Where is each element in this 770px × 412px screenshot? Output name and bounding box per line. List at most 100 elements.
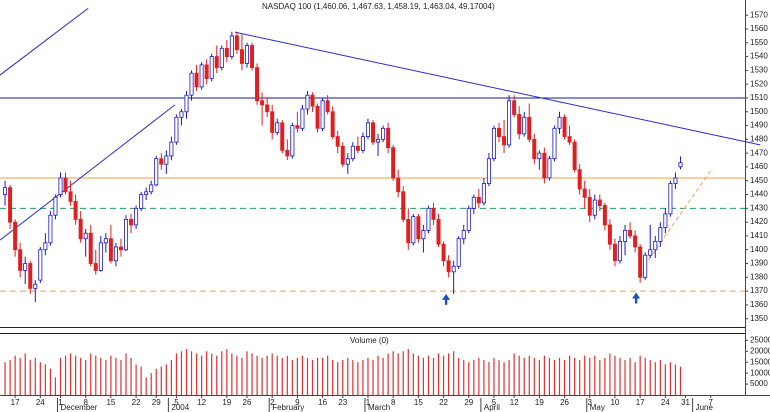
candle-body [129, 218, 134, 226]
x-tick-label: 8 [83, 398, 88, 407]
trendline [234, 31, 761, 146]
candle-body [628, 230, 633, 237]
month-label: April [484, 403, 500, 412]
y-tick-label: 1530 [750, 65, 768, 74]
x-tick-label: 26 [560, 398, 569, 407]
candle-body [214, 56, 219, 69]
x-tick-label: 5 [174, 398, 179, 407]
x-tick-label: 17 [636, 398, 645, 407]
candle-body [567, 136, 572, 143]
candle-body [63, 177, 68, 193]
candle-body [552, 127, 557, 160]
candle-body [224, 47, 229, 57]
candle-body [446, 260, 451, 273]
chart-title: NASDAQ 100 (1,460.06, 1,467.63, 1,458.19… [262, 2, 495, 11]
candle-body [612, 243, 617, 262]
candle-body [371, 122, 376, 143]
candle-body [577, 169, 582, 190]
candle-body [250, 45, 255, 69]
y-tick-label: 1460 [750, 162, 768, 171]
candle-body [562, 116, 567, 137]
candle-body [315, 105, 320, 129]
candle-body [623, 230, 628, 242]
candle-body [285, 149, 290, 157]
month-label: 2004 [171, 403, 189, 412]
candle-body [441, 243, 446, 262]
candle-body [305, 94, 310, 110]
candle-body [229, 35, 234, 57]
candle-body [98, 242, 103, 271]
candle-body [527, 116, 532, 140]
candle-body [48, 214, 53, 244]
candle-body [587, 196, 592, 216]
candle-body [149, 184, 154, 193]
candle-body [491, 127, 496, 160]
candle-body [547, 158, 552, 179]
candle-body [93, 263, 98, 271]
candle-body [633, 235, 638, 248]
x-tick-label: 19 [222, 398, 231, 407]
candle-body [376, 138, 381, 143]
candle-body [602, 205, 607, 226]
volume-tick-label: 20000 [750, 346, 770, 355]
candle-body [169, 141, 174, 157]
candle-body [154, 158, 159, 186]
x-tick-label: 23 [338, 398, 347, 407]
x-tick-label: 29 [464, 398, 473, 407]
candle-body [325, 100, 330, 113]
candle-body [673, 177, 678, 184]
month-label: December [60, 403, 97, 412]
candle-body [189, 72, 194, 96]
candle-body [365, 122, 370, 137]
candle-body [270, 111, 275, 133]
candle-body [597, 199, 602, 206]
candle-body [471, 196, 476, 209]
candle-body [542, 152, 547, 179]
candle-body [265, 104, 270, 113]
candle-body [476, 196, 481, 204]
candle-body [426, 207, 431, 231]
candle-body [658, 227, 663, 242]
candle-body [209, 56, 214, 80]
candle-body [194, 72, 199, 88]
y-tick-label: 1430 [750, 203, 768, 212]
candle-body [582, 188, 587, 198]
x-tick-label: 15 [414, 398, 423, 407]
candle-body [345, 158, 350, 165]
y-tick-label: 1400 [750, 245, 768, 254]
arrow [442, 293, 451, 305]
candle-body [164, 155, 169, 165]
candle-body [118, 246, 123, 251]
candle-body [73, 201, 78, 220]
volume-tick-label: 25000 [750, 335, 770, 344]
candle-body [8, 187, 13, 223]
candle-body [68, 191, 73, 202]
x-tick-label: 22 [132, 398, 141, 407]
candle-body [532, 138, 537, 160]
y-tick-label: 1480 [750, 134, 768, 143]
x-tick-label: 12 [197, 398, 206, 407]
candle-body [436, 218, 441, 245]
candle-body [244, 45, 249, 64]
candle-body [502, 136, 507, 146]
candle-body [391, 147, 396, 179]
candle-body [18, 249, 23, 271]
y-tick-label: 1440 [750, 190, 768, 199]
candle-body [537, 152, 542, 160]
x-tick-label: 26 [243, 398, 252, 407]
candle-body [174, 116, 179, 143]
month-label: February [272, 403, 304, 412]
y-tick-label: 1540 [750, 52, 768, 61]
candle-body [234, 35, 239, 51]
y-tick-label: 1500 [750, 107, 768, 116]
x-tick-label: 1 [366, 398, 371, 407]
candle-body [592, 199, 597, 216]
candle-body [88, 232, 93, 264]
y-tick-label: 1390 [750, 259, 768, 268]
candle-body [507, 100, 512, 146]
y-tick-label: 1370 [750, 286, 768, 295]
candle-body [617, 241, 622, 262]
candle-body [134, 207, 139, 226]
